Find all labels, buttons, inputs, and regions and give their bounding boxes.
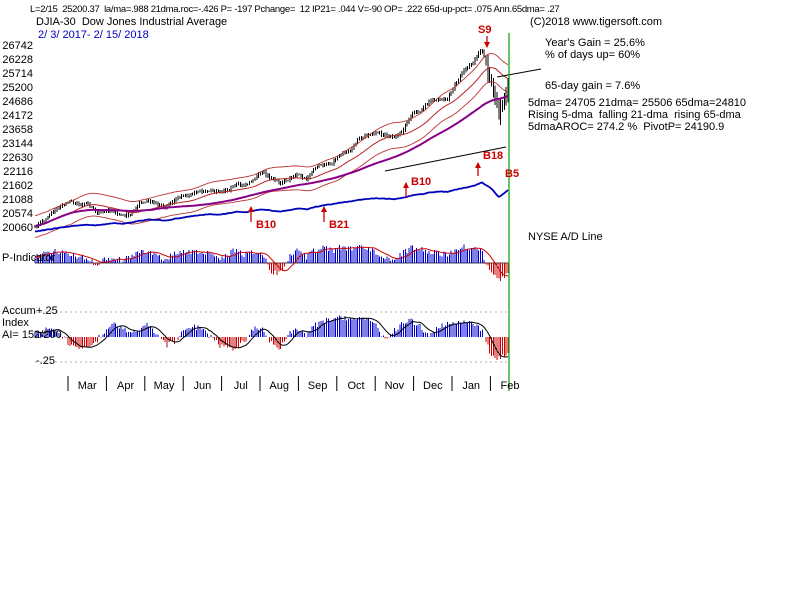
minus-25-label: -.25 — [36, 355, 55, 367]
month-label: Oct — [347, 380, 364, 392]
y-axis-label: 26228 — [2, 54, 33, 66]
signal-arrowhead — [475, 162, 481, 168]
years-gain: Year's Gain = 25.6% — [545, 37, 645, 49]
month-label: Feb — [501, 380, 520, 392]
month-label: Mar — [78, 380, 97, 392]
y-axis-label: 24172 — [2, 110, 33, 122]
stats-line: L=2/15 25200.37 la/ma=.988 21dma.roc=-.4… — [30, 4, 560, 15]
signal-label-b10: B10 — [411, 176, 431, 188]
signal-arrowhead — [484, 42, 490, 48]
pointer-to-gain-text — [496, 68, 542, 78]
y-axis-label: 23658 — [2, 124, 33, 136]
month-label: Sep — [308, 380, 328, 392]
date-range: 2/ 3/ 2017- 2/ 15/ 2018 — [38, 29, 149, 41]
plus-25-label: +.25 — [36, 305, 58, 317]
signal-arrowhead — [248, 206, 254, 212]
ad-line-trend — [384, 146, 507, 172]
y-axis-label: 21088 — [2, 194, 33, 206]
y-axis-label: 26742 — [2, 40, 33, 52]
month-label: Dec — [423, 380, 443, 392]
y-axis-label: 22630 — [2, 152, 33, 164]
price-bars — [34, 49, 509, 229]
month-label: Apr — [117, 380, 134, 392]
month-label: Nov — [385, 380, 405, 392]
ad-line-label: NYSE A/D Line — [528, 231, 603, 243]
symbol-title: DJIA-30 Dow Jones Industrial Average — [36, 16, 228, 28]
signal-label-b5: B5 — [505, 168, 519, 180]
month-label: Jan — [462, 380, 480, 392]
y-axis-label: 25200 — [2, 82, 33, 94]
y-axis-label: 21602 — [2, 180, 33, 192]
y-axis-label: 20574 — [2, 208, 33, 220]
ma21-line — [34, 66, 509, 227]
month-label: Aug — [269, 380, 289, 392]
y-axis-label: 20060 — [2, 222, 33, 234]
y-axis-label: 25714 — [2, 68, 33, 80]
aroc-pivot: 5dmaAROC= 274.2 % PivotP= 24190.9 — [528, 121, 725, 133]
accum-index-line — [34, 317, 509, 358]
month-label: May — [154, 380, 175, 392]
signal-label-b18: B18 — [483, 150, 503, 162]
ma65-line — [34, 95, 509, 228]
y-axis-label: 24686 — [2, 96, 33, 108]
index-label: Index — [2, 317, 29, 329]
month-axis: Mar Apr May Jun Jul Aug Sep Oct Nov Dec Jan Feb — [67, 376, 520, 392]
signal-label-b10: B10 — [256, 219, 276, 231]
y-axis-label: 23144 — [2, 138, 33, 150]
signal-label-b21: B21 — [329, 219, 349, 231]
ai-value: AI= 152/200 — [2, 329, 62, 341]
month-label: Jul — [234, 380, 248, 392]
signal-arrowhead — [321, 206, 327, 212]
y-axis-label: 22116 — [3, 166, 33, 178]
signal-arrowhead — [403, 182, 409, 188]
dma-values: 5dma= 24705 21dma= 25506 65dma=24810 — [528, 97, 747, 109]
lower-band — [34, 81, 509, 238]
days-up-pct: % of days up= 60% — [545, 49, 641, 61]
nyse-ad-line — [34, 181, 509, 233]
signal-label-s9: S9 — [478, 24, 491, 36]
gain-65day: 65-day gain = 7.6% — [545, 80, 641, 92]
copyright: (C)2018 www.tigersoft.com — [530, 16, 663, 28]
month-label: Jun — [194, 380, 212, 392]
p-indicator-ma-line — [34, 246, 509, 277]
p-indicator-label: P-Indicator — [2, 252, 56, 264]
accum-label: Accum — [2, 305, 36, 317]
upper-band — [34, 52, 509, 216]
dma-trends: Rising 5-dma falling 21-dma rising 65-dm… — [528, 109, 741, 121]
